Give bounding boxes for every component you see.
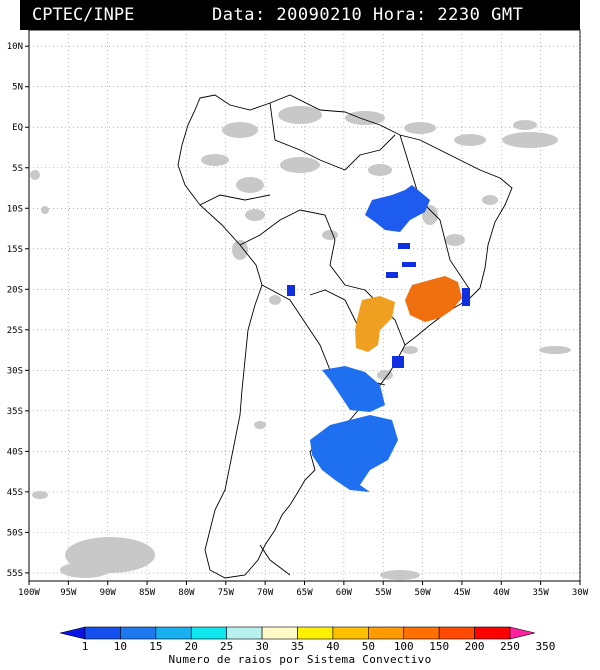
colorbar-label: 100 xyxy=(393,640,414,653)
latitude-labels: 10N 5N EQ 5S 10S 15S 20S 25S 30S 35S 40S 45S 50S 55S xyxy=(7,42,29,579)
colorbar-label: 50 xyxy=(361,640,375,653)
tierra-del-fuego xyxy=(259,544,291,576)
lat-label: 30S xyxy=(7,366,23,376)
datetime-label: Data: 20090210 Hora: 2230 GMT xyxy=(212,5,524,25)
map-header: CPTEC/INPE Data: 20090210 Hora: 2230 GMT xyxy=(20,0,580,30)
storm-cell-paraguay xyxy=(355,296,395,352)
storm-cell-strip-1 xyxy=(398,243,410,249)
colorbar-swatch xyxy=(474,626,511,640)
colorbar-swatch xyxy=(226,626,263,640)
colorbar-title: Numero de raios por Sistema Convectivo xyxy=(168,653,432,666)
lat-label: 10N xyxy=(7,42,23,52)
storm-cell-uruguay xyxy=(322,366,385,412)
lat-label: 55S xyxy=(7,569,23,579)
longitude-labels: 100W 95W 90W 85W 80W 75W 70W 65W 60W 55W 50W 45W 40W… xyxy=(18,581,589,598)
colorbar-label: 1 xyxy=(81,640,89,653)
storm-cell-rio xyxy=(462,288,470,306)
colorbar-label: 15 xyxy=(149,640,163,653)
colorbar-swatch xyxy=(190,626,227,640)
lat-label: 5N xyxy=(12,83,23,93)
storm-cell-bolivia xyxy=(287,285,295,296)
colorbar-swatch xyxy=(84,626,121,640)
colorbar-label: 10 xyxy=(113,640,128,653)
northern-border xyxy=(269,102,396,171)
cloud-patches xyxy=(30,106,571,580)
colorbar-swatch xyxy=(438,626,475,640)
colorbar-swatch xyxy=(155,626,192,640)
colorbar-swatch xyxy=(332,626,369,640)
storm-cell-central-brazil xyxy=(365,185,430,232)
colorbar-labels: 1 10 15 20 25 30 35 40 50 100 150 200 250 350 xyxy=(0,640,600,654)
colorbar-swatch xyxy=(261,626,298,640)
lat-label: 50S xyxy=(7,528,23,538)
colorbar-label: 350 xyxy=(535,640,556,653)
lat-label: 5S xyxy=(12,164,23,174)
colorbar-arrow-left xyxy=(59,626,86,640)
lat-label: 40S xyxy=(7,447,23,457)
lon-label: 40W xyxy=(493,588,510,598)
colorbar-swatch xyxy=(368,626,405,640)
colorbar-swatch xyxy=(403,626,440,640)
colorbar-label: 25 xyxy=(220,640,234,653)
lon-label: 65W xyxy=(296,588,313,598)
storm-cell-sao-paulo xyxy=(405,276,462,322)
lat-label: 15S xyxy=(7,245,23,255)
colorbar-label: 200 xyxy=(464,640,485,653)
lon-label: 55W xyxy=(375,588,392,598)
storm-cell-argentina xyxy=(310,415,398,492)
lon-label: 80W xyxy=(178,588,195,598)
brazil-states xyxy=(399,134,471,291)
lon-label: 85W xyxy=(139,588,156,598)
storm-cells xyxy=(287,185,470,492)
lon-label: 45W xyxy=(454,588,471,598)
storm-cell-santa-catarina xyxy=(392,356,404,368)
lat-label: 10S xyxy=(7,204,23,214)
lon-label: 95W xyxy=(60,588,77,598)
lat-label: 20S xyxy=(7,285,23,295)
lat-label: EQ xyxy=(12,123,23,133)
colorbar-label: 250 xyxy=(500,640,520,653)
peru-border xyxy=(199,194,271,206)
lat-label: 45S xyxy=(7,488,23,498)
colorbar-label: 30 xyxy=(255,640,269,653)
storm-cell-strip-3 xyxy=(386,272,398,278)
colorbar-label: 150 xyxy=(429,640,450,653)
lon-label: 90W xyxy=(100,588,117,598)
lat-label: 25S xyxy=(7,326,23,336)
lon-label: 35W xyxy=(533,588,550,598)
lon-label: 100W xyxy=(18,588,40,598)
lon-label: 60W xyxy=(336,588,353,598)
lat-label: 35S xyxy=(7,407,23,417)
lon-label: 70W xyxy=(257,588,274,598)
lon-label: 50W xyxy=(414,588,431,598)
colorbar-swatch xyxy=(297,626,334,640)
source-label: CPTEC/INPE xyxy=(32,5,135,25)
lon-label: 75W xyxy=(218,588,235,598)
colorbar-arrow-right xyxy=(509,626,536,640)
storm-cell-strip-2 xyxy=(402,262,416,267)
colorbar-label: 40 xyxy=(326,640,340,653)
lon-label: 30W xyxy=(572,588,589,598)
colorbar-label: 35 xyxy=(290,640,305,653)
colorbar xyxy=(59,626,536,640)
colorbar-swatch xyxy=(120,626,157,640)
colorbar-label: 20 xyxy=(184,640,198,653)
